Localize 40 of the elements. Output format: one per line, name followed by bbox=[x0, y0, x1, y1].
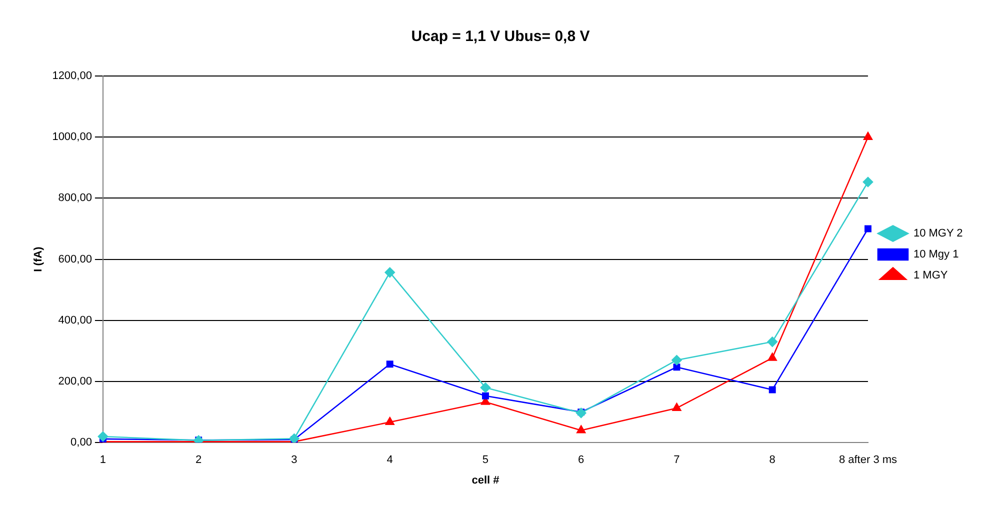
x-tick-label: 4 bbox=[386, 454, 393, 466]
y-axis-title: I (fA) bbox=[32, 246, 45, 272]
y-tick-label: 800,00 bbox=[58, 192, 92, 204]
chart-title: Ucap = 1,1 V Ubus= 0,8 V bbox=[411, 28, 590, 46]
point bbox=[386, 360, 394, 368]
y-tick-label: 1000,00 bbox=[52, 131, 92, 144]
y-tick-label: 200,00 bbox=[58, 376, 92, 388]
point bbox=[768, 386, 776, 394]
point bbox=[384, 267, 395, 278]
x-tick-label: 8 after 3 ms bbox=[838, 454, 898, 466]
point bbox=[673, 364, 680, 371]
point bbox=[862, 176, 874, 188]
point bbox=[482, 392, 489, 400]
point bbox=[768, 352, 777, 361]
y-tick-label: 0,00 bbox=[70, 436, 92, 449]
legend-label: 1 MGY bbox=[913, 270, 948, 282]
point bbox=[576, 425, 586, 434]
point bbox=[863, 132, 873, 140]
legend-label: 10 Mgy 1 bbox=[913, 248, 959, 261]
x-tick-label: 5 bbox=[482, 454, 489, 466]
point bbox=[864, 225, 872, 232]
x-tick-label: 2 bbox=[196, 454, 202, 466]
point bbox=[672, 402, 682, 411]
y-tick-label: 1200,00 bbox=[52, 70, 92, 82]
point bbox=[98, 431, 108, 442]
point bbox=[385, 416, 394, 426]
point bbox=[672, 354, 682, 366]
x-tick-label: 3 bbox=[291, 454, 298, 466]
x-axis-title: cell # bbox=[472, 474, 500, 486]
point bbox=[289, 433, 300, 443]
point bbox=[576, 408, 586, 418]
x-tick-label: 7 bbox=[674, 454, 680, 466]
y-tick-label: 600,00 bbox=[58, 253, 92, 266]
legend-label: 10 MGY 2 bbox=[913, 228, 963, 240]
x-tick-label: 6 bbox=[578, 454, 584, 466]
y-tick-label: 400,00 bbox=[58, 314, 92, 326]
x-tick-label: 8 bbox=[769, 454, 776, 466]
point bbox=[767, 336, 778, 347]
point bbox=[480, 382, 491, 393]
x-tick-label: 1 bbox=[100, 454, 106, 466]
